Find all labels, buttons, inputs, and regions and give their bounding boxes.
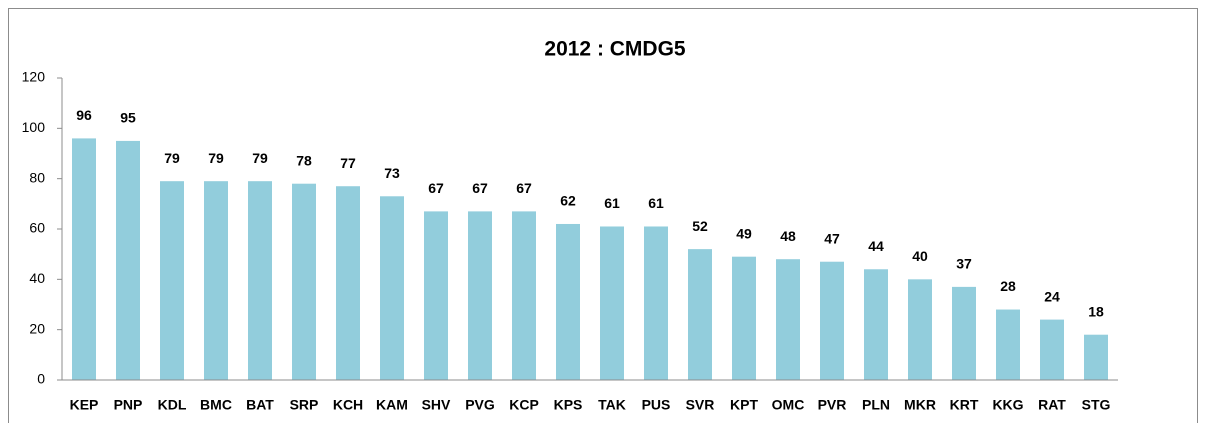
x-tick-label: OMC [772, 397, 805, 413]
x-tick-label: STG [1082, 397, 1111, 413]
x-tick-label: PVG [465, 397, 495, 413]
y-tick-label: 20 [29, 320, 45, 336]
value-label: 40 [912, 248, 928, 264]
x-tick-label: KCP [509, 397, 539, 413]
x-tick-label: SHV [422, 397, 451, 413]
value-label: 47 [824, 230, 840, 246]
value-label: 78 [296, 152, 312, 168]
bar [512, 211, 536, 380]
y-tick-label: 120 [22, 69, 46, 85]
value-label: 67 [472, 180, 488, 196]
y-tick-label: 60 [29, 220, 45, 236]
value-label: 37 [956, 256, 972, 272]
x-tick-label: SRP [290, 397, 319, 413]
y-tick-label: 80 [29, 169, 45, 185]
x-tick-label: BAT [246, 397, 274, 413]
bar [292, 183, 316, 380]
x-tick-label: PLN [862, 397, 890, 413]
x-tick-label: RAT [1038, 397, 1066, 413]
value-label: 79 [164, 150, 180, 166]
x-tick-label: KDL [158, 397, 187, 413]
x-tick-label: KPT [730, 397, 758, 413]
x-tick-label: TAK [598, 397, 626, 413]
value-label: 49 [736, 225, 752, 241]
bar [248, 181, 272, 380]
value-label: 44 [868, 238, 884, 254]
bar [1040, 319, 1064, 380]
bar [160, 181, 184, 380]
x-tick-label: KEP [70, 397, 99, 413]
x-tick-label: PNP [114, 397, 143, 413]
x-tick-label: KKG [992, 397, 1023, 413]
chart-title: 2012 : CMDG5 [544, 38, 686, 61]
y-tick-label: 40 [29, 270, 45, 286]
x-tick-label: KRT [950, 397, 979, 413]
value-label: 79 [208, 150, 224, 166]
bar [908, 279, 932, 380]
value-label: 73 [384, 165, 400, 181]
value-label: 67 [516, 180, 532, 196]
bar [688, 249, 712, 380]
bar [1084, 334, 1108, 380]
y-tick-label: 0 [37, 371, 45, 387]
bar [776, 259, 800, 380]
x-tick-label: KPS [554, 397, 583, 413]
x-tick-label: KCH [333, 397, 363, 413]
bar [204, 181, 228, 380]
y-tick-label: 100 [22, 119, 46, 135]
bar [380, 196, 404, 380]
value-label: 61 [648, 195, 664, 211]
bar [600, 226, 624, 380]
x-tick-label: KAM [376, 397, 408, 413]
bar [116, 140, 140, 380]
value-label: 24 [1044, 288, 1060, 304]
bar [952, 286, 976, 380]
value-label: 61 [604, 195, 620, 211]
x-tick-label: PUS [642, 397, 671, 413]
value-label: 62 [560, 193, 576, 209]
x-tick-label: PVR [818, 397, 847, 413]
bar [644, 226, 668, 380]
x-tick-label: SVR [686, 397, 715, 413]
bar [996, 309, 1020, 380]
value-label: 18 [1088, 303, 1104, 319]
bar [468, 211, 492, 380]
value-label: 48 [780, 228, 796, 244]
x-tick-label: BMC [200, 397, 232, 413]
bar [424, 211, 448, 380]
bar [864, 269, 888, 380]
value-label: 79 [252, 150, 268, 166]
value-label: 77 [340, 155, 356, 171]
bar [556, 223, 580, 380]
bar [336, 186, 360, 380]
bar [732, 256, 756, 380]
bar [820, 261, 844, 380]
value-label: 67 [428, 180, 444, 196]
value-label: 95 [120, 110, 136, 126]
x-tick-label: MKR [904, 397, 936, 413]
value-label: 28 [1000, 278, 1016, 294]
value-label: 96 [76, 107, 92, 123]
bar [72, 138, 96, 380]
value-label: 52 [692, 218, 708, 234]
